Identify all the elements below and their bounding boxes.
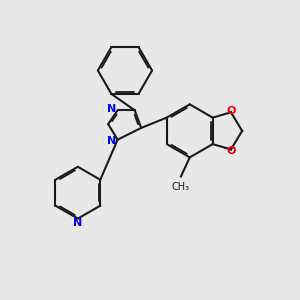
Text: CH₃: CH₃	[171, 182, 189, 192]
Text: N: N	[73, 218, 83, 228]
Text: O: O	[227, 146, 236, 156]
Text: O: O	[227, 106, 236, 116]
Text: N: N	[107, 136, 116, 146]
Text: N: N	[107, 104, 116, 114]
